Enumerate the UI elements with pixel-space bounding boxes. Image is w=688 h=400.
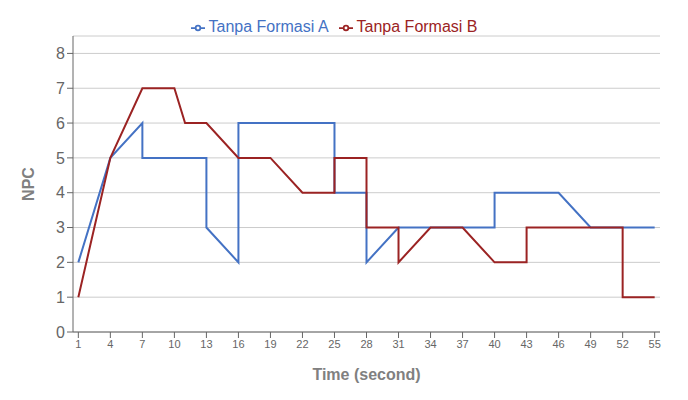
svg-text:2: 2 [56, 254, 65, 271]
svg-text:3: 3 [56, 219, 65, 236]
svg-text:40: 40 [488, 338, 500, 350]
svg-text:22: 22 [296, 338, 308, 350]
svg-text:55: 55 [649, 338, 661, 350]
svg-text:10: 10 [168, 338, 180, 350]
svg-text:7: 7 [56, 80, 65, 97]
html-text:Tanpa Formasi B: Tanpa Formasi B [356, 18, 478, 35]
svg-text:4: 4 [107, 338, 113, 350]
svg-text:52: 52 [617, 338, 629, 350]
svg-text:7: 7 [139, 338, 145, 350]
svg-text:6: 6 [56, 115, 65, 132]
svg-text:Time (second): Time (second) [312, 366, 420, 383]
svg-text:NPC: NPC [20, 167, 37, 201]
svg-text:31: 31 [392, 338, 404, 350]
svg-text:25: 25 [328, 338, 340, 350]
svg-text:19: 19 [264, 338, 276, 350]
svg-text:1: 1 [56, 289, 65, 306]
svg-text:28: 28 [360, 338, 372, 350]
svg-text:43: 43 [520, 338, 532, 350]
svg-text:5: 5 [56, 150, 65, 167]
svg-text:1: 1 [75, 338, 81, 350]
svg-text:34: 34 [424, 338, 436, 350]
svg-text:49: 49 [585, 338, 597, 350]
svg-text:0: 0 [56, 324, 65, 341]
svg-text:46: 46 [552, 338, 564, 350]
html-text:Tanpa Formasi A: Tanpa Formasi A [208, 18, 329, 35]
svg-text:8: 8 [56, 45, 65, 62]
svg-text:16: 16 [232, 338, 244, 350]
svg-text:4: 4 [56, 184, 65, 201]
svg-text:37: 37 [456, 338, 468, 350]
svg-text:13: 13 [200, 338, 212, 350]
